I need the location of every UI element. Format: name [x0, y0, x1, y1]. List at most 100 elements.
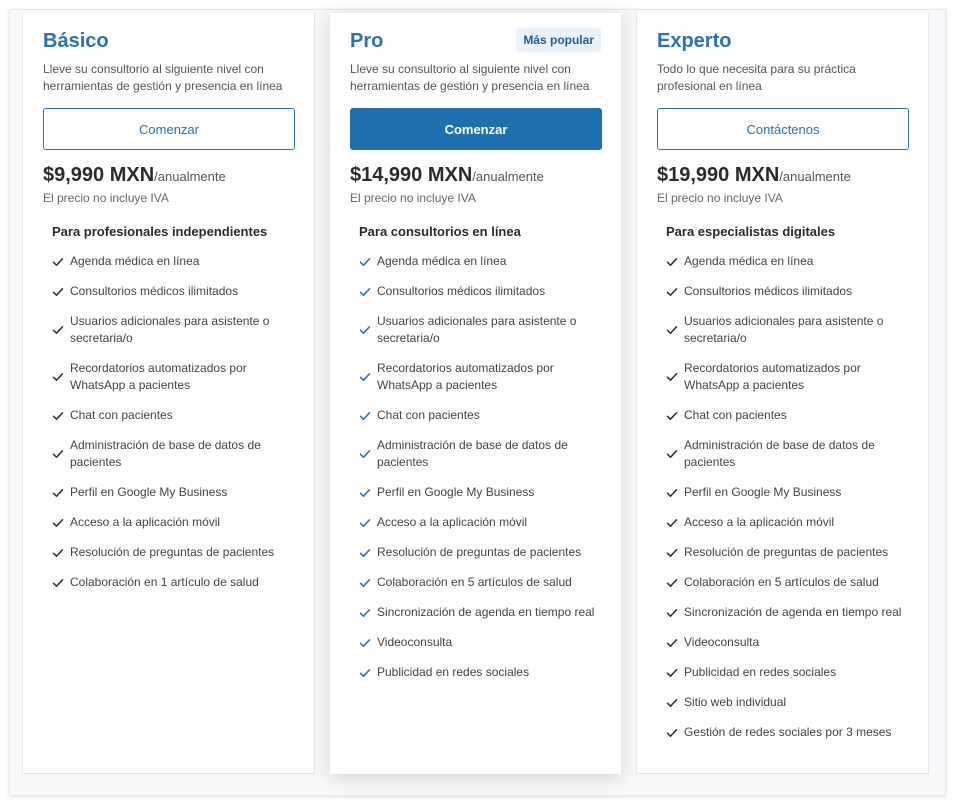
feature-label: Administración de base de datos de pacie… — [70, 438, 261, 469]
check-icon — [666, 371, 678, 383]
check-icon — [359, 256, 371, 268]
check-icon — [666, 256, 678, 268]
plan-name: Experto — [657, 30, 732, 52]
check-icon — [359, 286, 371, 298]
feature-item: Administración de base de datos de pacie… — [359, 437, 599, 471]
feature-item: Perfil en Google My Business — [666, 484, 906, 501]
feature-item: Consultorios médicos ilimitados — [666, 283, 906, 300]
feature-label: Consultorios médicos ilimitados — [70, 284, 239, 298]
price-amount: $9,990 MXN — [43, 164, 155, 186]
feature-item: Resolución de preguntas de pacientes — [359, 544, 599, 561]
check-icon — [359, 487, 371, 499]
plan-price: $9,990 MXN/anualmente — [43, 164, 226, 187]
check-icon — [666, 487, 678, 499]
price-amount: $19,990 MXN — [657, 164, 780, 186]
features-list: Agenda médica en línea Consultorios médic… — [666, 253, 906, 754]
plan-card-experto: Experto Todo lo que necesita para su prá… — [636, 13, 929, 774]
features-list: Agenda médica en línea Consultorios médic… — [52, 253, 292, 604]
feature-label: Publicidad en redes sociales — [684, 665, 837, 679]
feature-label: Recordatorios automatizados por WhatsApp… — [684, 361, 861, 392]
plan-description: Todo lo que necesita para su práctica pr… — [657, 62, 856, 93]
check-icon — [52, 448, 64, 460]
check-icon — [359, 637, 371, 649]
feature-item: Usuarios adicionales para asistente o se… — [666, 313, 906, 347]
contact-button[interactable]: Contáctenos — [657, 108, 909, 150]
check-icon — [666, 517, 678, 529]
check-icon — [666, 577, 678, 589]
feature-label: Usuarios adicionales para asistente o se… — [70, 314, 270, 345]
feature-item: Usuarios adicionales para asistente o se… — [52, 313, 292, 347]
feature-label: Colaboración en 1 artículo de salud — [70, 575, 259, 589]
price-period: /anualmente — [779, 169, 851, 184]
check-icon — [359, 667, 371, 679]
features-list: Agenda médica en línea Consultorios médic… — [359, 253, 599, 694]
feature-item: Usuarios adicionales para asistente o se… — [359, 313, 599, 347]
feature-item: Recordatorios automatizados por WhatsApp… — [52, 360, 292, 394]
feature-item: Acceso a la aplicación móvil — [52, 514, 292, 531]
feature-label: Acceso a la aplicación móvil — [684, 515, 835, 529]
feature-item: Recordatorios automatizados por WhatsApp… — [666, 360, 906, 394]
feature-item: Sincronización de agenda en tiempo real — [666, 604, 906, 621]
tax-note: El precio no incluye IVA — [43, 191, 169, 205]
feature-label: Resolución de preguntas de pacientes — [684, 545, 889, 559]
feature-item: Publicidad en redes sociales — [666, 664, 906, 681]
check-icon — [666, 697, 678, 709]
feature-item: Perfil en Google My Business — [52, 484, 292, 501]
feature-label: Agenda médica en línea — [684, 254, 814, 268]
check-icon — [359, 547, 371, 559]
check-icon — [359, 371, 371, 383]
feature-item: Perfil en Google My Business — [359, 484, 599, 501]
check-icon — [666, 667, 678, 679]
feature-label: Acceso a la aplicación móvil — [70, 515, 221, 529]
plan-name: Pro — [350, 30, 384, 52]
feature-label: Videoconsulta — [377, 635, 453, 649]
feature-item: Videoconsulta — [359, 634, 599, 651]
check-icon — [359, 324, 371, 336]
features-title: Para especialistas digitales — [666, 224, 836, 239]
most-popular-badge: Más popular — [516, 28, 601, 52]
features-title: Para consultorios en línea — [359, 224, 521, 239]
feature-label: Videoconsulta — [684, 635, 760, 649]
feature-label: Perfil en Google My Business — [70, 485, 228, 499]
check-icon — [359, 577, 371, 589]
feature-item: Acceso a la aplicación móvil — [359, 514, 599, 531]
tax-note: El precio no incluye IVA — [657, 191, 783, 205]
check-icon — [52, 371, 64, 383]
feature-item: Resolución de preguntas de pacientes — [52, 544, 292, 561]
feature-label: Agenda médica en línea — [377, 254, 507, 268]
start-button[interactable]: Comenzar — [350, 108, 602, 150]
check-icon — [52, 547, 64, 559]
feature-label: Consultorios médicos ilimitados — [377, 284, 546, 298]
plan-description: Lleve su consultorio al siguiente nivel … — [350, 62, 590, 93]
check-icon — [666, 324, 678, 336]
feature-label: Resolución de preguntas de pacientes — [377, 545, 582, 559]
plan-price: $14,990 MXN/anualmente — [350, 164, 544, 187]
feature-item: Consultorios médicos ilimitados — [359, 283, 599, 300]
check-icon — [666, 727, 678, 739]
feature-label: Sincronización de agenda en tiempo real — [377, 605, 595, 619]
check-icon — [359, 517, 371, 529]
check-icon — [52, 517, 64, 529]
check-icon — [52, 487, 64, 499]
feature-label: Recordatorios automatizados por WhatsApp… — [377, 361, 554, 392]
feature-item: Administración de base de datos de pacie… — [52, 437, 292, 471]
feature-item: Administración de base de datos de pacie… — [666, 437, 906, 471]
feature-item: Gestión de redes sociales por 3 meses — [666, 724, 906, 741]
feature-item: Sincronización de agenda en tiempo real — [359, 604, 599, 621]
feature-label: Recordatorios automatizados por WhatsApp… — [70, 361, 247, 392]
feature-label: Acceso a la aplicación móvil — [377, 515, 528, 529]
feature-label: Gestión de redes sociales por 3 meses — [684, 725, 892, 739]
feature-label: Publicidad en redes sociales — [377, 665, 530, 679]
feature-label: Agenda médica en línea — [70, 254, 200, 268]
feature-label: Perfil en Google My Business — [684, 485, 842, 499]
feature-item: Colaboración en 5 artículos de salud — [666, 574, 906, 591]
feature-item: Resolución de preguntas de pacientes — [666, 544, 906, 561]
plan-name: Básico — [43, 30, 109, 52]
plan-description: Lleve su consultorio al siguiente nivel … — [43, 62, 283, 93]
feature-label: Colaboración en 5 artículos de salud — [684, 575, 879, 589]
feature-item: Publicidad en redes sociales — [359, 664, 599, 681]
check-icon — [666, 448, 678, 460]
price-amount: $14,990 MXN — [350, 164, 473, 186]
start-button[interactable]: Comenzar — [43, 108, 295, 150]
feature-label: Chat con pacientes — [70, 408, 173, 422]
